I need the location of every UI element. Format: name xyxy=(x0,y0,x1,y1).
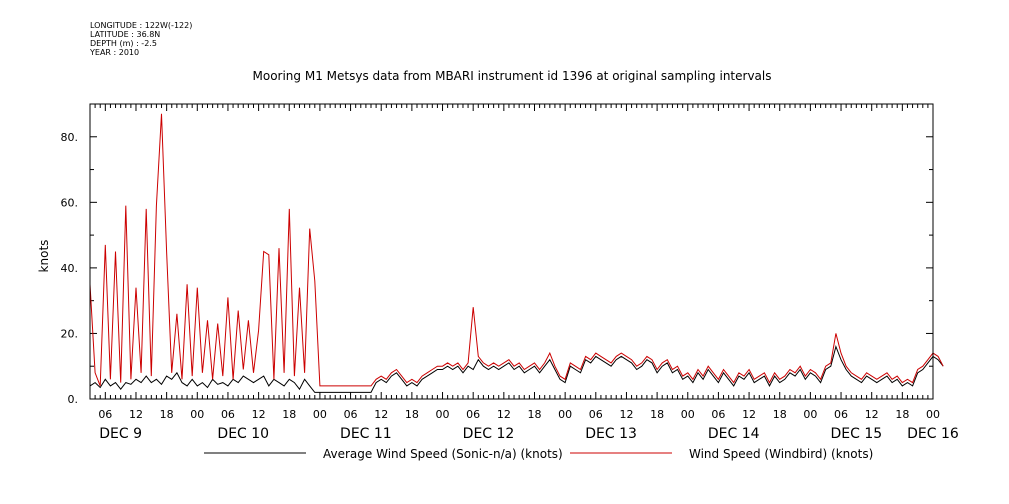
x-tick-label: 12 xyxy=(497,408,511,421)
x-tick-label: 06 xyxy=(98,408,112,421)
day-label: DEC 16 xyxy=(907,426,959,442)
x-tick-label: 18 xyxy=(160,408,174,421)
x-tick-label: 06 xyxy=(344,408,358,421)
x-tick-label: 00 xyxy=(681,408,695,421)
chart-title: Mooring M1 Metsys data from MBARI instru… xyxy=(253,69,772,83)
plot-frame xyxy=(89,103,934,400)
latitude-label: LATITUDE : 36.8N xyxy=(90,30,161,39)
day-label: DEC 10 xyxy=(217,426,269,442)
y-axis-label: knots xyxy=(37,240,51,273)
x-tick-label: 12 xyxy=(619,408,633,421)
year-label: YEAR : 2010 xyxy=(90,48,140,57)
series-lines xyxy=(89,113,944,393)
y-tick-label: 40. xyxy=(61,262,79,275)
x-tick-label: 06 xyxy=(466,408,480,421)
x-tick-label: 12 xyxy=(129,408,143,421)
x-tick-label: 00 xyxy=(803,408,817,421)
x-tick-label: 18 xyxy=(405,408,419,421)
x-tick-label: 18 xyxy=(527,408,541,421)
x-tick-label: 18 xyxy=(282,408,296,421)
x-tick-label: 06 xyxy=(834,408,848,421)
day-label: DEC 12 xyxy=(463,426,515,442)
x-tick-label: 12 xyxy=(374,408,388,421)
x-tick-label: 06 xyxy=(711,408,725,421)
x-tick-label: 12 xyxy=(742,408,756,421)
x-tick-label: 00 xyxy=(436,408,450,421)
x-tick-label: 00 xyxy=(190,408,204,421)
depth-label: DEPTH (m) : -2.5 xyxy=(90,39,157,48)
legend: Average Wind Speed (Sonic-n/a) (knots) Wi… xyxy=(204,447,873,461)
y-tick-label: 0. xyxy=(68,393,79,406)
x-tick-label: 06 xyxy=(589,408,603,421)
station-metadata: LONGITUDE : 122W(-122) LATITUDE : 36.8N … xyxy=(90,21,192,57)
x-tick-label: 00 xyxy=(926,408,940,421)
x-tick-label: 18 xyxy=(650,408,664,421)
x-tick-label: 06 xyxy=(221,408,235,421)
legend-label-0: Average Wind Speed (Sonic-n/a) (knots) xyxy=(323,447,563,461)
legend-label-1: Wind Speed (Windbird) (knots) xyxy=(689,447,873,461)
axis-ticks xyxy=(89,103,934,400)
day-label: DEC 9 xyxy=(99,426,142,442)
series-line-0 xyxy=(89,344,944,393)
y-tick-label: 80. xyxy=(61,131,79,144)
y-tick-label: 60. xyxy=(61,196,79,209)
x-tick-label: 12 xyxy=(865,408,879,421)
day-label: DEC 15 xyxy=(831,426,883,442)
y-tick-label: 20. xyxy=(61,327,79,340)
x-tick-label: 18 xyxy=(895,408,909,421)
day-label: DEC 14 xyxy=(708,426,760,442)
x-tick-label: 12 xyxy=(252,408,266,421)
series-line-1 xyxy=(89,113,944,387)
longitude-label: LONGITUDE : 122W(-122) xyxy=(90,21,193,30)
x-tick-label: 00 xyxy=(558,408,572,421)
day-label: DEC 11 xyxy=(340,426,392,442)
day-label: DEC 13 xyxy=(585,426,637,442)
axis-labels: 0. 20. 40. 60. 80. 06 12 18 00 06 12 18 00 06 12 18 00 06… xyxy=(61,131,959,442)
x-tick-label: 00 xyxy=(313,408,327,421)
x-tick-label: 18 xyxy=(773,408,787,421)
